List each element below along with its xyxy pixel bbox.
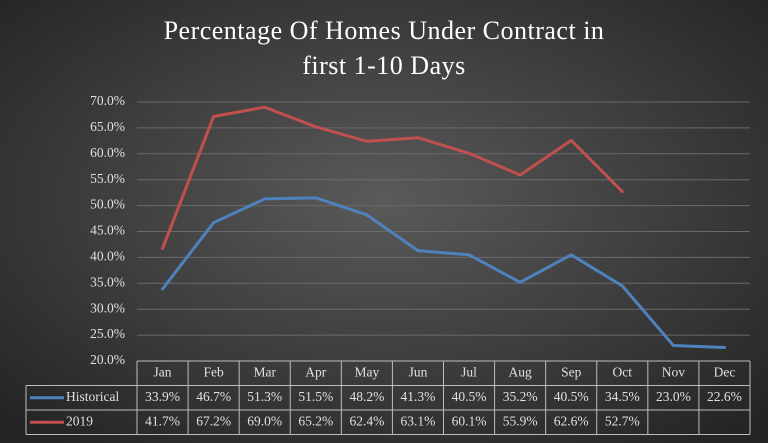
table-value: 35.2%: [503, 389, 538, 404]
chart-title: first 1-10 Days: [302, 51, 465, 80]
y-tick-label: 60.0%: [90, 145, 125, 160]
table-value: 62.6%: [554, 413, 589, 428]
table-value: 60.1%: [452, 413, 487, 428]
table-value: 33.9%: [145, 389, 180, 404]
table-value: 65.2%: [298, 413, 333, 428]
table-value: 41.7%: [145, 413, 180, 428]
x-tick-label: Dec: [714, 364, 736, 379]
y-tick-label: 30.0%: [90, 300, 125, 315]
table-value: 51.5%: [298, 389, 333, 404]
table-value: 34.5%: [605, 389, 640, 404]
y-tick-label: 55.0%: [90, 171, 125, 186]
y-tick-label: 20.0%: [90, 352, 125, 367]
table-value: 48.2%: [349, 389, 384, 404]
series-line: [161, 105, 624, 251]
table-value: 67.2%: [196, 413, 231, 428]
table-value: 62.4%: [349, 413, 384, 428]
table-value: 46.7%: [196, 389, 231, 404]
table-value: 40.5%: [452, 389, 487, 404]
x-tick-label: Sep: [561, 364, 582, 379]
x-tick-label: Mar: [253, 364, 276, 379]
x-tick-label: Jun: [409, 364, 428, 379]
legend-label: 2019: [66, 413, 93, 428]
table-value: 69.0%: [247, 413, 282, 428]
series-line: [161, 196, 726, 350]
x-tick-label: Feb: [204, 364, 225, 379]
x-tick-label: Oct: [613, 364, 633, 379]
y-tick-label: 35.0%: [90, 274, 125, 289]
table-value: 40.5%: [554, 389, 589, 404]
x-tick-label: Jul: [461, 364, 477, 379]
x-tick-label: Aug: [509, 364, 532, 379]
table-value: 41.3%: [401, 389, 436, 404]
x-tick-label: Jan: [154, 364, 172, 379]
table-value: 23.0%: [656, 389, 691, 404]
table-value: 22.6%: [707, 389, 742, 404]
y-tick-label: 50.0%: [90, 197, 125, 212]
y-tick-label: 70.0%: [90, 93, 125, 108]
legend-label: Historical: [66, 389, 119, 404]
table-value: 55.9%: [503, 413, 538, 428]
table-value: 52.7%: [605, 413, 640, 428]
y-tick-label: 40.0%: [90, 248, 125, 263]
y-tick-label: 45.0%: [90, 223, 125, 238]
x-tick-label: Nov: [662, 364, 685, 379]
x-tick-label: May: [355, 364, 380, 379]
table-value: 63.1%: [401, 413, 436, 428]
y-tick-label: 25.0%: [90, 326, 125, 341]
table-value: 51.3%: [247, 389, 282, 404]
x-tick-label: Apr: [305, 364, 326, 379]
chart-title: Percentage Of Homes Under Contract in: [164, 16, 605, 45]
y-tick-label: 65.0%: [90, 119, 125, 134]
